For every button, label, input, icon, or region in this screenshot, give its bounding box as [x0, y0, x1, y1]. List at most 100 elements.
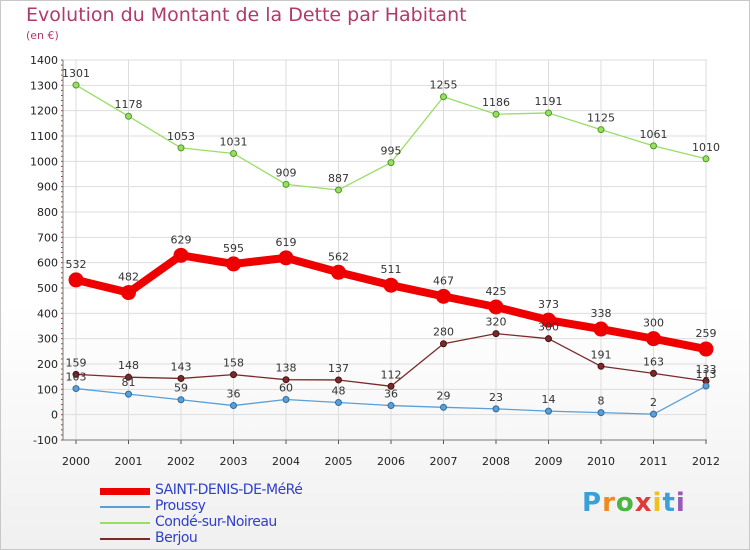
data-point: [597, 409, 605, 417]
data-point: [278, 250, 294, 266]
data-label: 909: [276, 166, 297, 179]
y-tick-label: 1400: [30, 54, 58, 67]
x-tick-label: 2008: [482, 455, 510, 468]
data-label: 320: [486, 316, 507, 329]
logo-letter: i: [652, 488, 663, 518]
legend-label: Condé-sur-Noireau: [155, 514, 277, 530]
data-label: 595: [223, 242, 244, 255]
data-label: 133: [696, 363, 717, 376]
data-point: [702, 155, 710, 163]
data-label: 48: [332, 385, 346, 398]
data-point: [121, 285, 136, 301]
data-point: [72, 81, 80, 89]
y-tick-label: 1100: [30, 130, 58, 143]
y-tick-label: 300: [37, 333, 58, 346]
chart-unit: (en €): [26, 29, 59, 42]
data-label: 59: [174, 382, 188, 395]
legend-label: Berjou: [155, 530, 198, 546]
data-label: 259: [696, 327, 717, 340]
x-tick-label: 2012: [692, 455, 720, 468]
data-label: 137: [328, 362, 349, 375]
data-point: [650, 410, 657, 418]
logo-letter: o: [615, 488, 635, 518]
y-tick-label: 1200: [30, 105, 58, 118]
logo-letter: P: [582, 488, 603, 518]
data-label: 373: [538, 298, 559, 311]
data-label: 629: [171, 233, 192, 246]
data-point: [173, 247, 189, 263]
data-label: 1125: [587, 112, 615, 125]
data-point: [702, 382, 710, 390]
x-tick-label: 2005: [325, 455, 353, 468]
y-tick-label: -100: [33, 434, 58, 447]
data-label: 143: [171, 360, 192, 373]
data-point: [226, 256, 241, 272]
legend-label: Proussy: [155, 498, 206, 514]
data-label: 1178: [115, 98, 143, 111]
data-point: [335, 399, 342, 407]
data-label: 36: [384, 388, 398, 401]
data-point: [545, 407, 552, 415]
data-point: [597, 126, 605, 134]
data-point: [387, 159, 395, 167]
data-label: 562: [328, 250, 349, 263]
x-tick-label: 2007: [430, 455, 458, 468]
y-tick-label: 100: [37, 383, 58, 396]
data-label: 425: [486, 285, 507, 298]
data-point: [698, 341, 714, 357]
data-label: 482: [118, 271, 139, 284]
data-label: 1031: [220, 135, 248, 148]
data-point: [488, 299, 504, 315]
chart-title: Evolution du Montant de la Dette par Hab…: [26, 4, 467, 26]
data-label: 2: [650, 396, 657, 409]
data-point: [335, 186, 342, 194]
data-label: 191: [591, 348, 612, 361]
data-label: 1255: [430, 79, 458, 92]
data-point: [68, 272, 84, 288]
series-layer: [68, 81, 714, 418]
data-point: [492, 330, 500, 338]
data-label: 159: [66, 356, 87, 369]
data-label: 138: [276, 362, 297, 375]
data-point: [177, 144, 185, 152]
data-point: [593, 321, 609, 337]
proxiti-logo: Proxiti: [582, 488, 686, 518]
x-tick-label: 2009: [535, 455, 563, 468]
logo-letter: r: [602, 488, 616, 518]
legend-label: SAINT-DENIS-DE-MéRé: [155, 482, 303, 498]
data-point: [335, 376, 342, 384]
logo-letter: i: [675, 488, 686, 518]
data-label: 23: [489, 391, 503, 404]
data-label: 113: [696, 368, 717, 381]
y-tick-label: 0: [51, 409, 58, 422]
y-tick-label: 1300: [30, 79, 58, 92]
data-label: 1301: [62, 67, 90, 80]
data-label: 8: [598, 395, 605, 408]
data-point: [125, 112, 132, 120]
data-label: 300: [643, 317, 664, 330]
data-label: 887: [328, 172, 349, 185]
x-tick-label: 2010: [587, 455, 615, 468]
data-label: 158: [223, 357, 244, 370]
data-label: 81: [122, 376, 136, 389]
data-point: [387, 382, 395, 390]
y-tick-label: 200: [37, 358, 58, 371]
data-point: [597, 362, 605, 370]
legend-swatch: [100, 538, 150, 540]
data-point: [440, 93, 447, 101]
y-tick-label: 600: [37, 257, 58, 270]
data-point: [646, 331, 661, 347]
data-label: 619: [276, 236, 297, 249]
legend-swatch: [100, 487, 150, 495]
data-point: [387, 402, 395, 410]
data-point: [72, 385, 80, 393]
logo-letter: x: [634, 488, 653, 518]
data-point: [650, 142, 657, 150]
data-point: [230, 149, 237, 157]
legend-swatch: [100, 522, 150, 524]
data-point: [492, 405, 500, 413]
data-label: 29: [437, 389, 451, 402]
data-label: 148: [118, 359, 139, 372]
